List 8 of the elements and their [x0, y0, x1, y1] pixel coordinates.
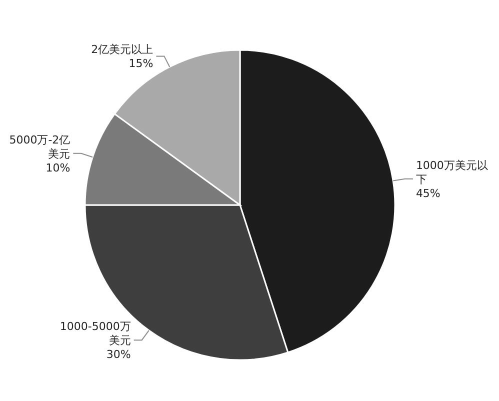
slice-label: 5000万-2亿美元 [9, 133, 70, 160]
data-label: 45% [416, 186, 440, 200]
data-label: 30% [106, 348, 131, 362]
data-label: 15% [128, 57, 154, 70]
slice-label: 2亿美元以上 [91, 43, 154, 56]
data-label: 10% [46, 161, 70, 174]
slice-label: 1000万美元以下 [416, 158, 488, 186]
slice-label: 1000-5000万美元 [60, 320, 131, 348]
